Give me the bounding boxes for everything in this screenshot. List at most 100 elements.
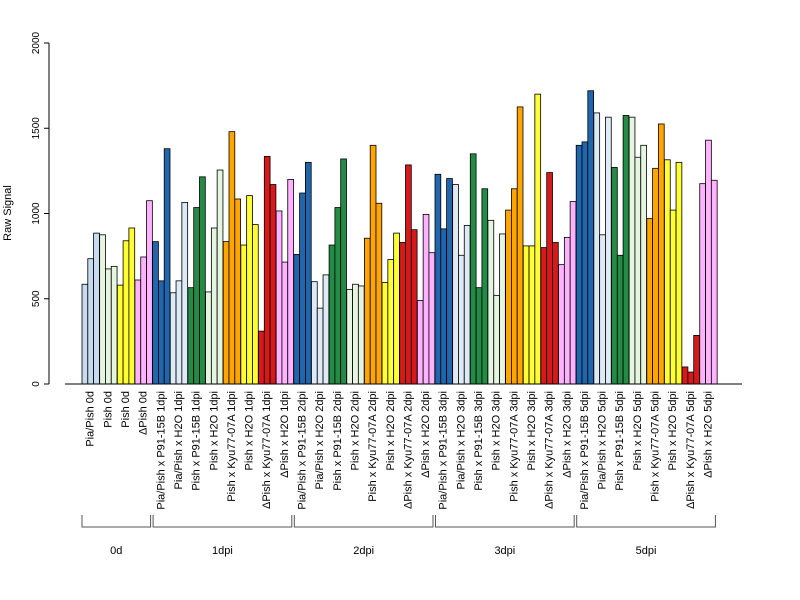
bar bbox=[528, 245, 536, 385]
bar bbox=[293, 254, 300, 385]
bar bbox=[699, 183, 706, 385]
bar bbox=[228, 131, 236, 385]
x-tick-label: Pish x Kyu77-07A 2dpi bbox=[367, 391, 379, 502]
bar bbox=[363, 237, 371, 385]
bar bbox=[481, 188, 489, 385]
bar bbox=[163, 148, 171, 385]
bar bbox=[611, 167, 618, 385]
bar bbox=[428, 252, 436, 385]
group-label: 0d bbox=[110, 545, 122, 557]
bar bbox=[687, 371, 695, 385]
bar bbox=[246, 195, 253, 385]
x-tick-label: Pish x H2O 3dpi bbox=[526, 391, 538, 470]
bar bbox=[599, 234, 606, 385]
bar bbox=[169, 292, 177, 385]
bar bbox=[628, 116, 636, 385]
bar bbox=[175, 280, 183, 385]
bar bbox=[328, 244, 336, 385]
bar bbox=[152, 241, 159, 385]
bar bbox=[640, 144, 647, 385]
group-bracket bbox=[293, 515, 434, 528]
x-tick-label: ΔPish x H2O 2dpi bbox=[420, 391, 432, 478]
bar bbox=[252, 224, 259, 385]
bar bbox=[563, 236, 571, 385]
x-tick-label: Pia/Pish x P91-15B 3dpi bbox=[438, 391, 450, 510]
x-tick-label: ΔPish x H2O 3dpi bbox=[561, 391, 573, 478]
bar bbox=[652, 167, 659, 385]
bar bbox=[210, 227, 218, 385]
y-tick-label: 1500 bbox=[31, 117, 42, 140]
bar bbox=[664, 159, 671, 385]
bar bbox=[287, 178, 294, 385]
x-tick-label: Pish x H2O 3dpi bbox=[491, 391, 503, 470]
bar bbox=[375, 202, 383, 385]
bar bbox=[705, 139, 712, 385]
x-tick-label: Pia/Pish x H2O 3dpi bbox=[455, 391, 467, 489]
group-label: 3dpi bbox=[494, 545, 515, 557]
bar bbox=[693, 335, 700, 385]
bar bbox=[140, 256, 147, 385]
x-tick-label: Pish x Kyu77-07A 3dpi bbox=[508, 391, 520, 502]
x-tick-label: ΔPish 0d bbox=[138, 391, 150, 435]
bar bbox=[187, 287, 195, 385]
bar bbox=[81, 283, 89, 385]
bar bbox=[346, 288, 353, 385]
bar bbox=[340, 158, 347, 385]
bar bbox=[510, 188, 518, 385]
bar bbox=[458, 254, 465, 385]
bar bbox=[575, 144, 583, 385]
bar bbox=[357, 285, 365, 385]
x-tick-label: Pish x P91-15B 5dpi bbox=[614, 391, 626, 491]
bar bbox=[128, 227, 136, 385]
x-tick-label: Pia/Pish x H2O 2dpi bbox=[314, 391, 326, 489]
bar bbox=[134, 279, 142, 385]
bar bbox=[199, 176, 206, 385]
bar bbox=[110, 265, 118, 385]
bar bbox=[240, 244, 248, 385]
bar bbox=[581, 141, 589, 385]
bar bbox=[593, 112, 601, 385]
bar bbox=[193, 207, 200, 385]
bar bbox=[387, 259, 395, 385]
bar bbox=[587, 90, 594, 385]
group-bracket bbox=[81, 515, 152, 528]
x-tick-label: Pish 0d bbox=[102, 391, 114, 428]
x-tick-label: Pia/Pish x H2O 1dpi bbox=[173, 391, 185, 489]
bar bbox=[87, 258, 95, 385]
bar bbox=[334, 207, 342, 385]
bar bbox=[399, 242, 406, 385]
group-label: 5dpi bbox=[636, 545, 657, 557]
bar bbox=[93, 232, 100, 385]
bar bbox=[258, 330, 265, 385]
y-axis-title: Raw Signal bbox=[2, 185, 14, 241]
x-tick-label: Pish x Kyu77-07A 1dpi bbox=[226, 391, 238, 502]
bar bbox=[222, 241, 230, 385]
bar bbox=[669, 209, 677, 385]
bar bbox=[234, 198, 242, 385]
bar bbox=[263, 155, 271, 385]
x-tick-label: Pia/Pish 0d bbox=[85, 391, 97, 447]
bar bbox=[434, 173, 442, 385]
bar bbox=[281, 261, 289, 385]
x-tick-label: Pish x P91-15B 2dpi bbox=[332, 391, 344, 491]
bar bbox=[452, 184, 459, 385]
bar bbox=[440, 228, 447, 385]
group-label: 2dpi bbox=[353, 545, 374, 557]
x-tick-label: Pish x P91-15B 1dpi bbox=[191, 391, 203, 491]
bar bbox=[622, 115, 630, 385]
bar bbox=[416, 300, 424, 385]
y-tick-label: 1000 bbox=[31, 202, 42, 225]
group-brackets: 0d 1dpi 2dpi 3dpi 5dpi bbox=[81, 515, 716, 557]
group-bracket bbox=[435, 515, 575, 528]
bar bbox=[269, 184, 277, 385]
bar bbox=[634, 156, 642, 385]
bar bbox=[316, 307, 324, 385]
bar bbox=[393, 232, 400, 385]
bar bbox=[311, 281, 318, 385]
bar bbox=[487, 219, 495, 385]
bar bbox=[122, 240, 130, 385]
x-tick-label: Pia/Pish x H2O 5dpi bbox=[597, 391, 609, 489]
x-tick-label: Pish 0d bbox=[120, 391, 132, 428]
y-tick-label: 0 bbox=[31, 381, 42, 387]
